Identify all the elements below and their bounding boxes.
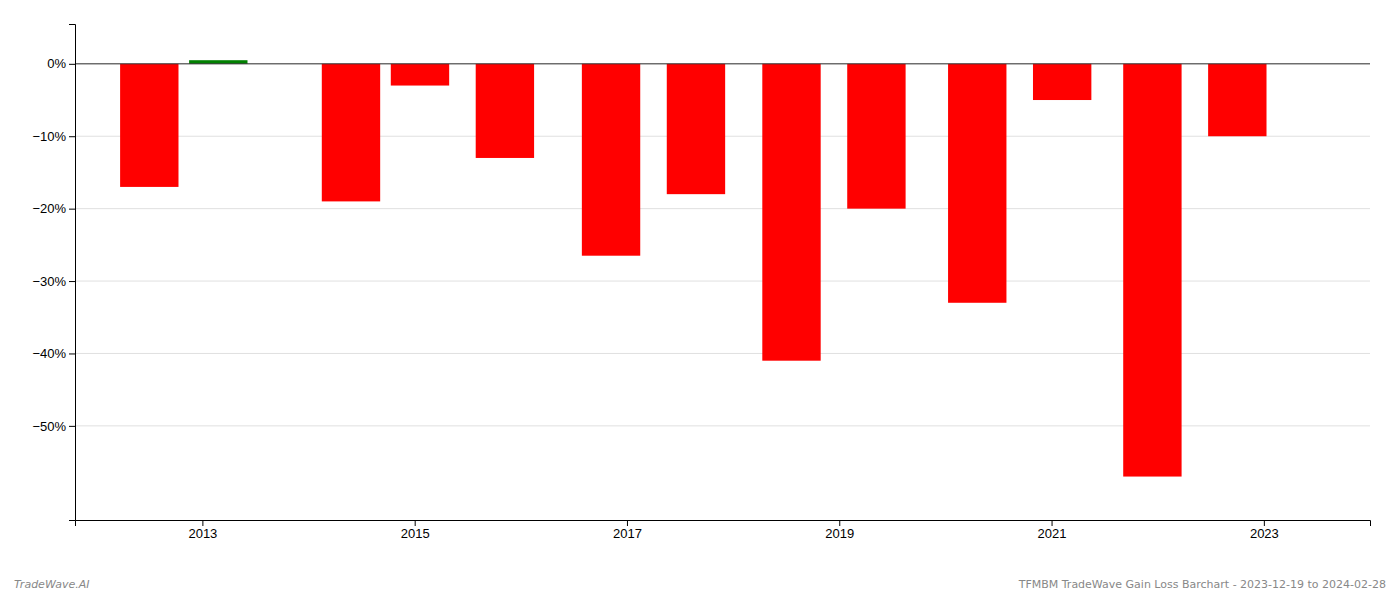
bar xyxy=(120,64,178,187)
bar xyxy=(948,64,1006,303)
x-tick-mark xyxy=(1264,520,1265,526)
footer-right: TFMBM TradeWave Gain Loss Barchart - 202… xyxy=(1018,578,1386,591)
x-tick-mark xyxy=(839,520,840,526)
y-tick: 0% xyxy=(47,56,75,71)
y-tick: −10% xyxy=(32,129,75,144)
bar xyxy=(1123,64,1181,477)
grid-line xyxy=(75,63,1370,64)
x-tick: 2015 xyxy=(401,520,430,541)
x-tick-label: 2013 xyxy=(188,526,217,541)
x-tick: 2021 xyxy=(1038,520,1067,541)
plot: 2013 2015 2017 2019 2021 2023 0% −10% −20% −30% −4… xyxy=(32,25,1370,542)
y-tick-mark xyxy=(69,281,75,282)
y-tick-mark xyxy=(69,136,75,137)
y-axis: 0% −10% −20% −30% −40% −50% xyxy=(32,25,75,521)
y-tick-mark xyxy=(69,426,75,427)
bar xyxy=(391,64,449,86)
bars xyxy=(120,60,1266,476)
bar xyxy=(582,64,640,256)
y-tick-label: 0% xyxy=(47,56,66,71)
axis-line xyxy=(69,25,76,521)
y-tick-label: −50% xyxy=(32,419,66,434)
y-tick-mark xyxy=(69,209,75,210)
x-tick-label: 2015 xyxy=(401,526,430,541)
zero-line xyxy=(75,63,1370,64)
y-tick-label: −20% xyxy=(32,201,66,216)
x-tick-label: 2021 xyxy=(1038,526,1067,541)
bar xyxy=(847,64,905,209)
x-tick: 2019 xyxy=(825,520,854,541)
y-tick-label: −30% xyxy=(32,274,66,289)
x-tick-mark xyxy=(415,520,416,526)
bar xyxy=(762,64,820,361)
x-tick-label: 2019 xyxy=(825,526,854,541)
y-tick: −50% xyxy=(32,419,75,434)
x-axis: 2013 2015 2017 2019 2021 2023 xyxy=(76,520,1371,541)
x-tick: 2013 xyxy=(188,520,217,541)
y-tick: −40% xyxy=(32,346,75,361)
y-tick-mark xyxy=(69,353,75,354)
bar xyxy=(322,64,380,202)
footer-left: TradeWave.AI xyxy=(14,578,89,591)
axis-line xyxy=(76,521,1371,527)
y-tick-label: −40% xyxy=(32,346,66,361)
x-tick-label: 2017 xyxy=(613,526,642,541)
bar xyxy=(667,64,725,194)
y-tick: −30% xyxy=(32,274,75,289)
bar xyxy=(189,60,247,64)
y-tick: −20% xyxy=(32,201,75,216)
x-tick: 2023 xyxy=(1250,520,1279,541)
y-tick-mark xyxy=(69,64,75,65)
x-tick-label: 2023 xyxy=(1250,526,1279,541)
bar xyxy=(1033,64,1091,100)
x-tick: 2017 xyxy=(613,520,642,541)
x-tick-mark xyxy=(1052,520,1053,526)
bar xyxy=(1208,64,1266,136)
bar xyxy=(476,64,534,158)
chart: 2013 2015 2017 2019 2021 2023 0% −10% −20% −30% −4… xyxy=(0,0,1400,600)
y-tick-label: −10% xyxy=(32,129,66,144)
x-tick-mark xyxy=(627,520,628,526)
x-tick-mark xyxy=(202,520,203,526)
